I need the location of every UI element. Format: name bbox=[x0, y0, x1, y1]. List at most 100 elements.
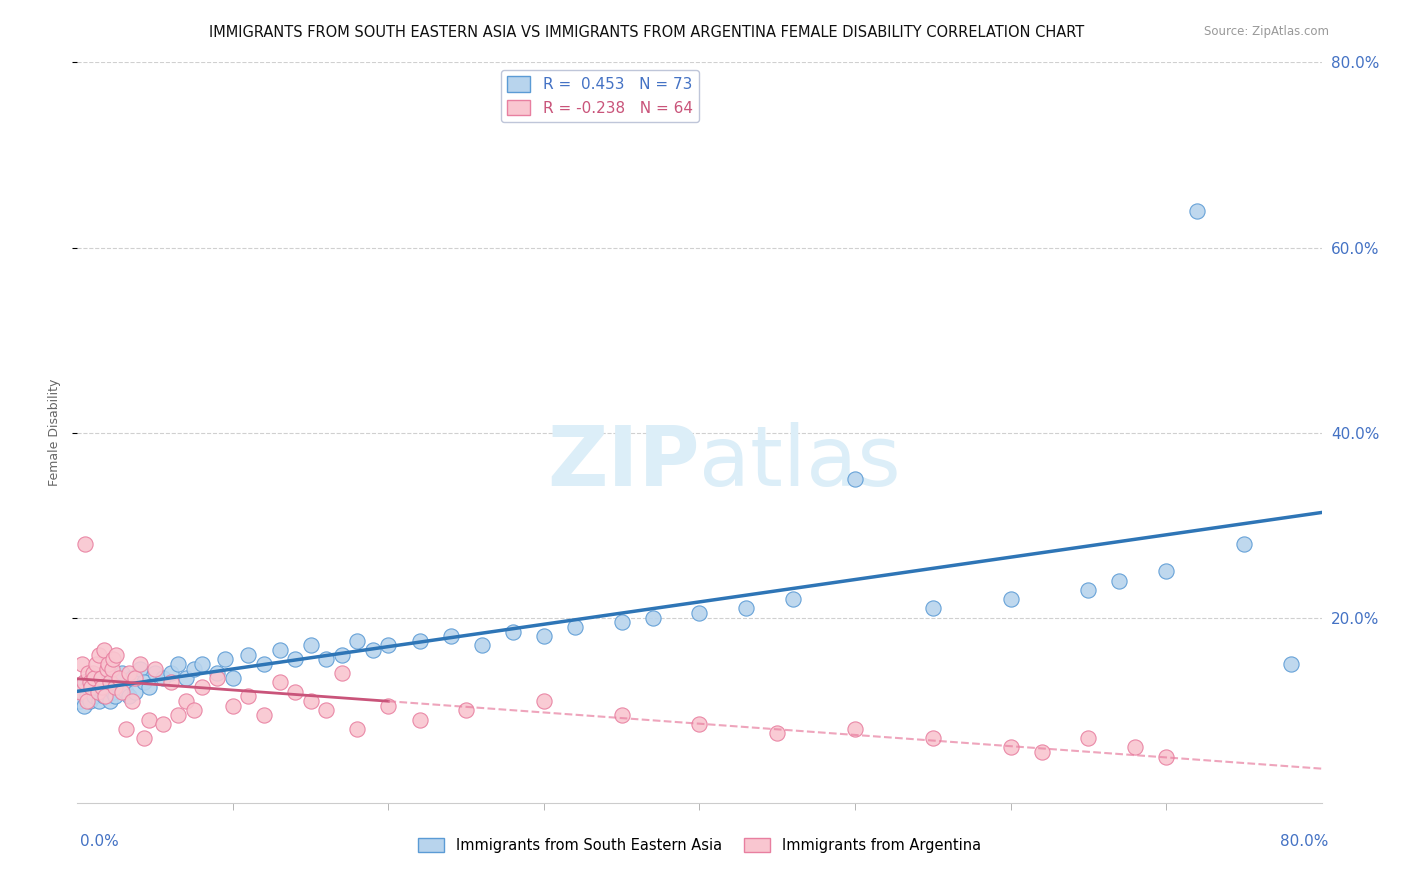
Point bbox=[69, 694, 91, 708]
Point bbox=[159, 675, 181, 690]
Point bbox=[330, 666, 353, 681]
Point bbox=[124, 671, 146, 685]
Point bbox=[735, 601, 758, 615]
Point bbox=[1077, 582, 1099, 597]
Point bbox=[456, 703, 478, 717]
Point bbox=[80, 671, 103, 685]
Point bbox=[641, 610, 664, 624]
Point bbox=[167, 707, 190, 722]
Point bbox=[766, 726, 789, 740]
Point bbox=[83, 671, 105, 685]
Point bbox=[222, 698, 245, 713]
Point bbox=[94, 675, 117, 690]
Point bbox=[408, 633, 430, 648]
Point bbox=[104, 680, 127, 694]
Point bbox=[1154, 749, 1177, 764]
Point bbox=[70, 657, 93, 671]
Point bbox=[346, 722, 368, 736]
Y-axis label: Female Disability: Female Disability bbox=[48, 379, 60, 486]
Point bbox=[79, 675, 101, 690]
Point bbox=[82, 685, 104, 699]
Point bbox=[238, 648, 260, 662]
Point bbox=[152, 671, 174, 685]
Point bbox=[253, 707, 276, 722]
Text: IMMIGRANTS FROM SOUTH EASTERN ASIA VS IMMIGRANTS FROM ARGENTINA FEMALE DISABILIT: IMMIGRANTS FROM SOUTH EASTERN ASIA VS IM… bbox=[209, 25, 1084, 40]
Point bbox=[111, 666, 134, 681]
Point bbox=[143, 666, 166, 681]
Point bbox=[70, 685, 93, 699]
Point bbox=[105, 675, 128, 690]
Point bbox=[207, 666, 229, 681]
Point bbox=[253, 657, 276, 671]
Point bbox=[564, 620, 586, 634]
Point bbox=[191, 680, 214, 694]
Point bbox=[128, 662, 150, 676]
Point bbox=[108, 680, 131, 694]
Point bbox=[84, 675, 107, 690]
Text: Source: ZipAtlas.com: Source: ZipAtlas.com bbox=[1204, 25, 1329, 38]
Point bbox=[94, 690, 117, 704]
Point bbox=[1279, 657, 1302, 671]
Point bbox=[207, 671, 229, 685]
Point bbox=[1108, 574, 1130, 588]
Point bbox=[782, 592, 804, 607]
Point bbox=[533, 694, 555, 708]
Point bbox=[87, 694, 110, 708]
Point bbox=[330, 648, 353, 662]
Point bbox=[90, 671, 112, 685]
Point bbox=[174, 694, 197, 708]
Point bbox=[315, 703, 337, 717]
Point bbox=[346, 633, 368, 648]
Point bbox=[72, 698, 94, 713]
Point bbox=[86, 685, 108, 699]
Point bbox=[408, 713, 430, 727]
Point bbox=[439, 629, 461, 643]
Point bbox=[1031, 745, 1053, 759]
Point bbox=[93, 643, 115, 657]
Point bbox=[101, 685, 124, 699]
Point bbox=[315, 652, 337, 666]
Point bbox=[299, 694, 322, 708]
Point bbox=[1077, 731, 1099, 745]
Point bbox=[174, 671, 197, 685]
Point bbox=[921, 731, 943, 745]
Point bbox=[183, 703, 205, 717]
Point bbox=[80, 680, 103, 694]
Point bbox=[108, 671, 131, 685]
Point bbox=[124, 685, 146, 699]
Point bbox=[1154, 565, 1177, 579]
Point bbox=[377, 698, 399, 713]
Point bbox=[610, 615, 633, 630]
Point bbox=[214, 652, 236, 666]
Point bbox=[79, 694, 101, 708]
Point bbox=[75, 536, 97, 550]
Point bbox=[77, 680, 100, 694]
Point bbox=[90, 671, 112, 685]
Point bbox=[98, 675, 121, 690]
Point bbox=[159, 666, 181, 681]
Point bbox=[138, 680, 160, 694]
Point bbox=[98, 694, 121, 708]
Point bbox=[97, 657, 120, 671]
Point bbox=[844, 722, 866, 736]
Point bbox=[72, 675, 94, 690]
Point bbox=[128, 657, 150, 671]
Point bbox=[299, 639, 322, 653]
Point bbox=[114, 685, 136, 699]
Point bbox=[134, 675, 156, 690]
Point bbox=[222, 671, 245, 685]
Point bbox=[284, 652, 307, 666]
Point bbox=[83, 690, 105, 704]
Point bbox=[91, 685, 114, 699]
Point bbox=[96, 662, 118, 676]
Point bbox=[96, 680, 118, 694]
Point bbox=[97, 666, 120, 681]
Point bbox=[118, 666, 141, 681]
Text: ZIP: ZIP bbox=[547, 422, 700, 503]
Point bbox=[269, 643, 291, 657]
Point bbox=[100, 671, 122, 685]
Point bbox=[1000, 740, 1022, 755]
Point bbox=[191, 657, 214, 671]
Point bbox=[167, 657, 190, 671]
Point bbox=[121, 671, 143, 685]
